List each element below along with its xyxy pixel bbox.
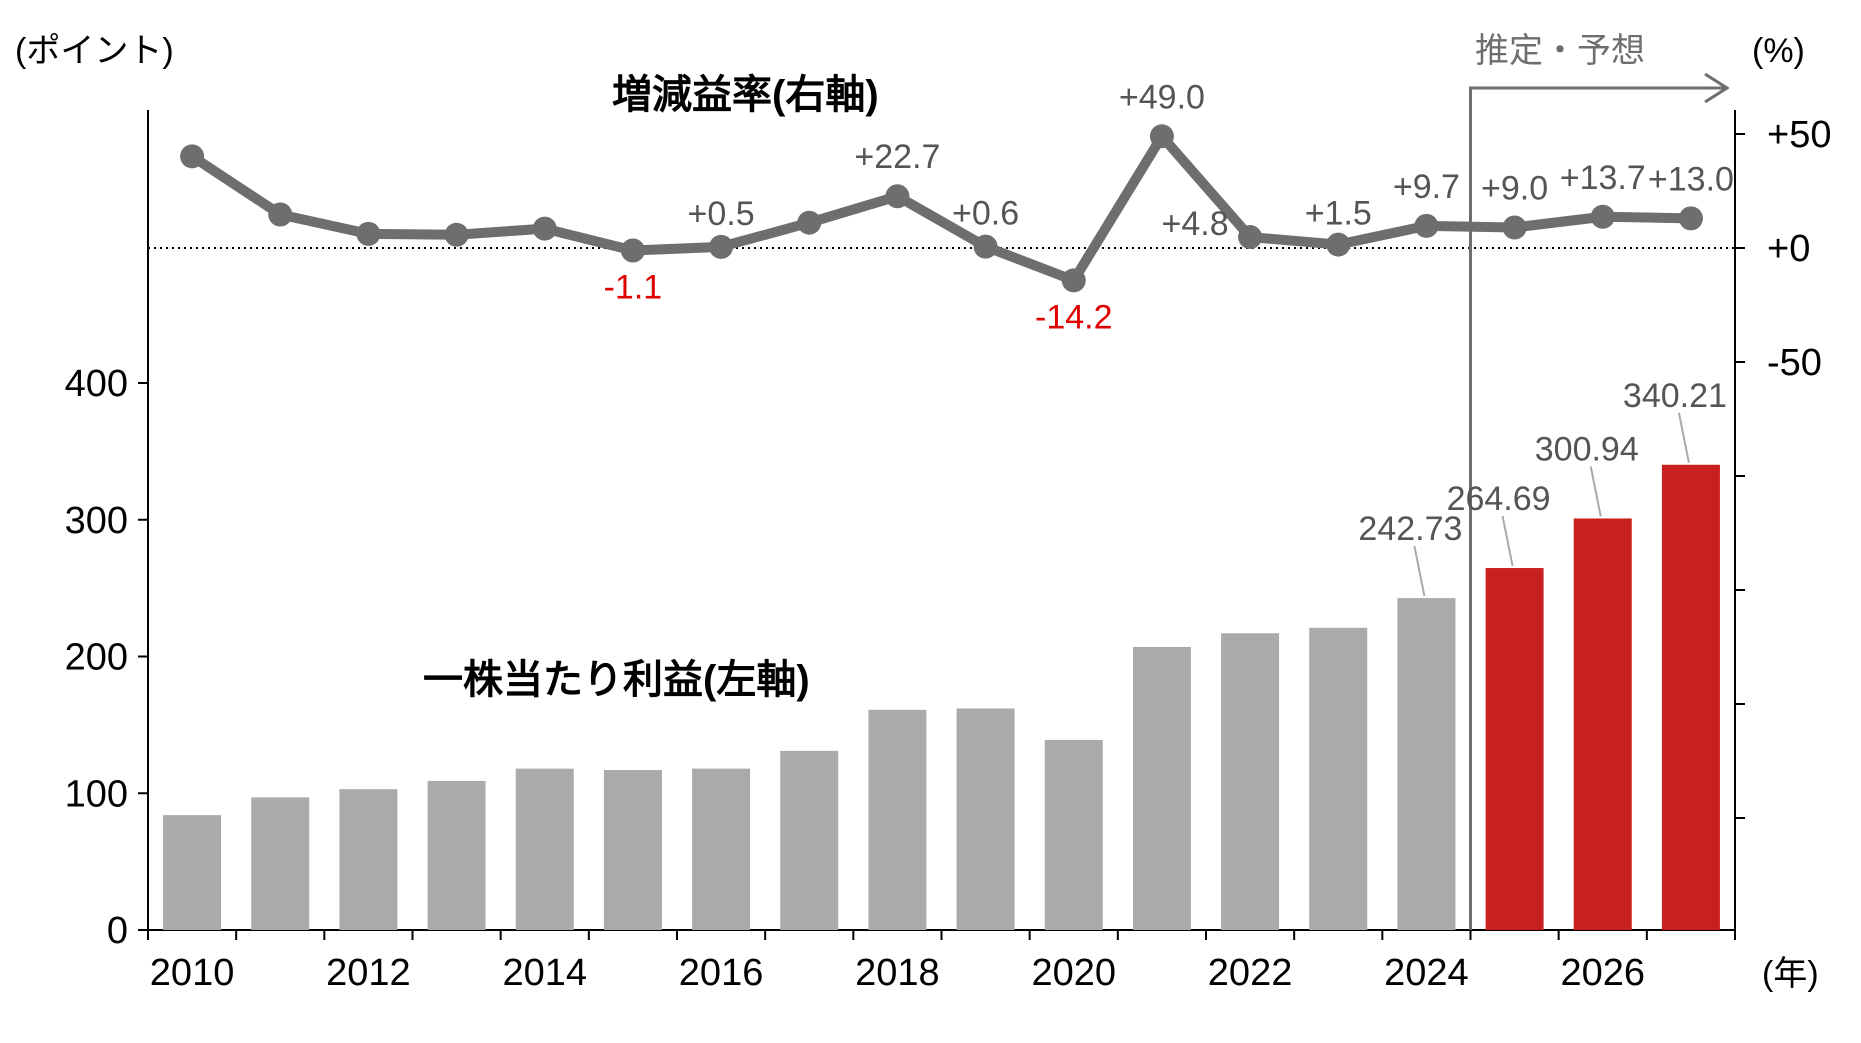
growth-point [532,216,557,241]
eps-bar [163,815,222,930]
growth-point [180,144,205,169]
x-axis-tick-label: 2014 [502,952,587,994]
growth-point [709,234,734,259]
x-axis-tick-label: 2016 [679,952,764,994]
growth-point [885,184,910,209]
growth-value-label: -1.1 [604,269,663,307]
growth-point [973,234,998,259]
growth-value-label: +22.7 [854,138,940,176]
growth-point [1502,215,1527,240]
growth-point [1061,268,1086,293]
left-axis-tick-label: 0 [107,910,128,952]
growth-line [189,131,1692,286]
eps-series-title: 一株当たり利益(左軸) [423,658,810,702]
forecast-arrowhead [1704,72,1730,104]
eps-bar [515,768,574,930]
eps-bar [1573,518,1632,930]
x-axis-tick-label: 2012 [326,952,411,994]
growth-line-group [180,124,1703,293]
left-axis-tick-label: 300 [65,500,128,542]
eps-bar [692,768,751,930]
growth-value-label: +1.5 [1305,195,1372,233]
growth-point [1590,204,1615,229]
x-axis-unit: (年) [1762,955,1819,993]
growth-point [444,222,469,247]
growth-point [797,210,822,235]
eps-bar [1309,627,1368,930]
left-axis-tick-label: 100 [65,773,128,815]
eps-bar [1221,633,1280,930]
right-axis-tick-label: +50 [1767,114,1831,156]
growth-value-label: +0.5 [688,195,755,233]
eps-bar [868,709,927,930]
growth-value-label: +9.0 [1481,169,1548,207]
left-axis-tick-label: 200 [65,637,128,679]
eps-bar [956,708,1015,930]
bar-value-label: 300.94 [1535,430,1639,468]
x-axis-tick-label: 2024 [1384,952,1469,994]
bars-group [163,464,1720,930]
eps-bar [427,780,486,930]
bar-label-leader [1413,545,1426,597]
left-axis-unit: (ポイント) [15,32,174,70]
growth-value-label: +49.0 [1119,78,1205,116]
left-axis-tick-label: 400 [65,363,128,405]
eps-bar [1132,646,1191,930]
growth-point [620,238,645,263]
right-axis-unit: (%) [1752,32,1805,70]
bar-value-label: 242.73 [1358,510,1462,548]
forecast-bracket [1469,86,1727,930]
growth-value-label: +13.7 [1560,159,1646,197]
bar-label-leader [1677,412,1690,463]
growth-point [1678,206,1703,231]
growth-point [1414,213,1439,238]
growth-value-label: +9.7 [1393,168,1460,206]
growth-point [1326,232,1351,257]
growth-series-title: 増減益率(右軸) [612,73,879,117]
eps-bar [1044,739,1103,930]
growth-point [1149,124,1174,149]
growth-value-label: +13.0 [1648,160,1734,198]
x-axis-tick-label: 2018 [855,952,940,994]
bar-value-label: 264.69 [1447,480,1551,518]
bar-label-leader [1501,515,1514,567]
eps-bar [1661,464,1720,930]
eps-bar [780,750,839,930]
forecast-label: 推定・予想 [1475,32,1645,70]
eps-bar [1485,568,1544,930]
x-axis-tick-label: 2022 [1208,952,1293,994]
eps-bar [603,770,662,930]
x-axis-tick-label: 2026 [1560,952,1645,994]
x-axis-tick-label: 2020 [1031,952,1116,994]
eps-bar [251,797,310,930]
bar-label-leader [1589,466,1602,517]
growth-point [356,221,381,246]
right-axis-tick-label: -50 [1767,342,1822,384]
growth-point [1238,225,1263,250]
eps-bar [339,789,398,930]
axes-group: 0 100 200 300 400 +50 +0 -50 2010 2012 2014 2016 201… [65,72,1831,994]
right-axis-tick-label: +0 [1767,228,1810,270]
growth-value-label: +0.6 [952,195,1019,233]
bar-value-label: 340.21 [1623,377,1727,415]
x-axis-tick-label: 2010 [150,952,235,994]
eps-bar [1397,598,1456,930]
growth-point [268,202,293,227]
growth-value-label: -14.2 [1035,298,1113,336]
growth-value-label: +4.8 [1162,205,1229,243]
